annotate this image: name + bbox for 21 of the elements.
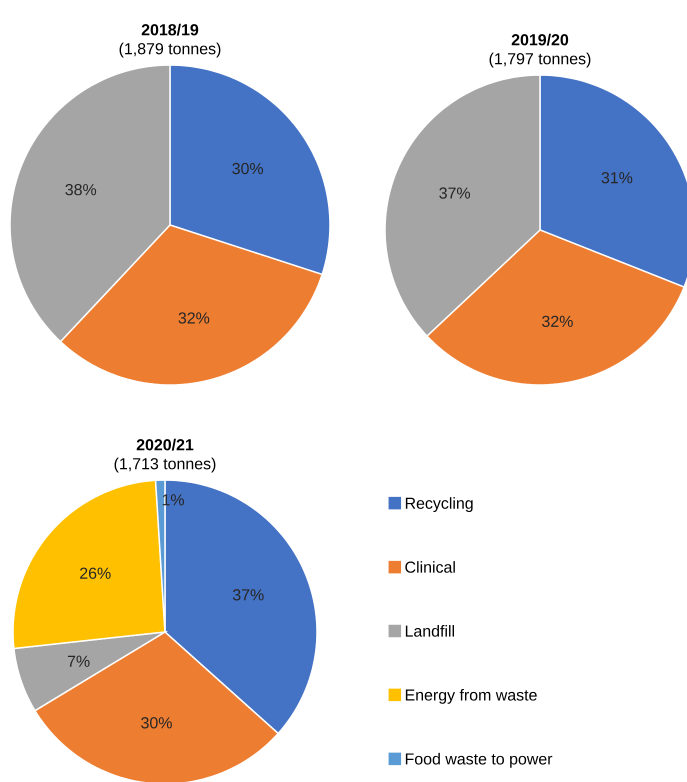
legend-label: Recycling [406,497,473,512]
chart-title: 2019/20 [512,34,568,46]
legend-label: Energy from waste [406,688,537,704]
data-label: 31% [602,172,632,184]
data-label: 30% [141,717,172,728]
chart-title: 2018/19 [142,24,198,36]
legend-label: Food waste to power [406,752,552,768]
data-label: 32% [542,316,573,327]
data-label: 30% [232,162,264,174]
data-label: 37% [232,589,264,600]
data-label: 37% [439,187,470,199]
data-label: 38% [65,184,96,196]
chart-title: 2020/21 [136,438,194,451]
data-label: 26% [80,568,111,579]
chart-subtitle: (1,797 tonnes) [490,52,590,68]
chart-subtitle: (1,713 tonnes) [114,458,216,472]
chart-subtitle: (1,879 tonnes) [120,42,220,58]
data-label: 32% [178,312,210,324]
data-label: 7% [68,656,90,667]
legend-label: Clinical [405,561,455,573]
legend-label: Landfill [406,625,454,637]
